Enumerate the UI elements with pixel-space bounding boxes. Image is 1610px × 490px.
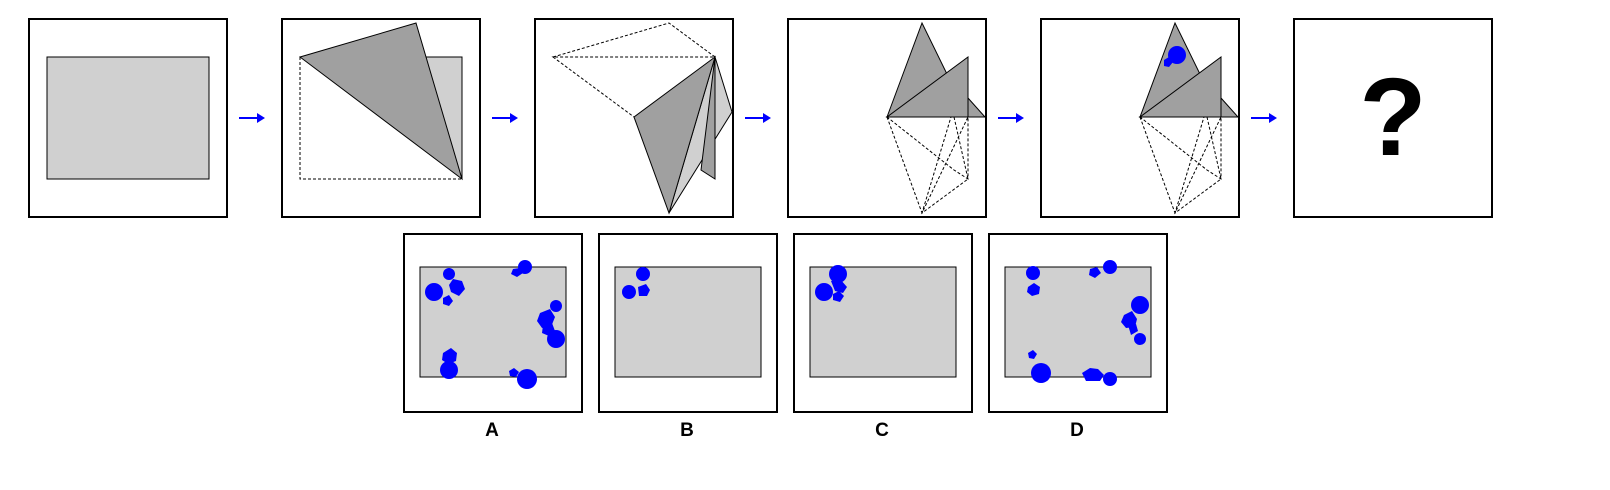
step-2-panel xyxy=(281,18,481,218)
step-3-drawing xyxy=(551,22,732,215)
arrow-icon xyxy=(239,113,265,123)
option-a-label: A xyxy=(485,420,499,441)
question-mark: ? xyxy=(1359,56,1427,179)
punch-hole xyxy=(1168,46,1186,64)
option-c-drawing xyxy=(809,265,957,378)
arrow-icon xyxy=(492,113,518,123)
step-4-panel xyxy=(787,18,987,218)
option-d-label: D xyxy=(1070,420,1084,441)
arrow-icon xyxy=(745,113,771,123)
question-panel: ? xyxy=(1293,18,1493,218)
arrow-icon xyxy=(998,113,1024,123)
step-1-drawing xyxy=(46,56,210,180)
step-3-panel xyxy=(534,18,734,218)
option-d-panel[interactable] xyxy=(988,233,1168,413)
option-c-panel[interactable] xyxy=(793,233,973,413)
punch-holes xyxy=(815,265,847,302)
punch-hole xyxy=(1164,57,1173,67)
paper-sheet xyxy=(46,56,210,180)
option-c-label: C xyxy=(875,420,889,441)
option-a-panel[interactable] xyxy=(403,233,583,413)
folded-flap xyxy=(298,22,463,181)
arrow-icon xyxy=(1251,113,1277,123)
option-b-panel[interactable] xyxy=(598,233,778,413)
step-4-drawing xyxy=(885,21,985,215)
folded-flap xyxy=(885,56,969,118)
punch-holes xyxy=(425,260,565,389)
option-b-label: B xyxy=(680,420,694,441)
punch-holes xyxy=(1026,260,1149,386)
step-1-panel xyxy=(28,18,228,218)
option-b-drawing xyxy=(614,266,762,378)
option-d-drawing xyxy=(1004,260,1152,386)
step-5-panel xyxy=(1040,18,1240,218)
folded-flap xyxy=(633,55,716,215)
step-5-drawing xyxy=(1138,21,1238,215)
step-2-drawing xyxy=(298,22,463,181)
punch-holes xyxy=(622,267,650,299)
option-a-drawing xyxy=(419,260,567,389)
